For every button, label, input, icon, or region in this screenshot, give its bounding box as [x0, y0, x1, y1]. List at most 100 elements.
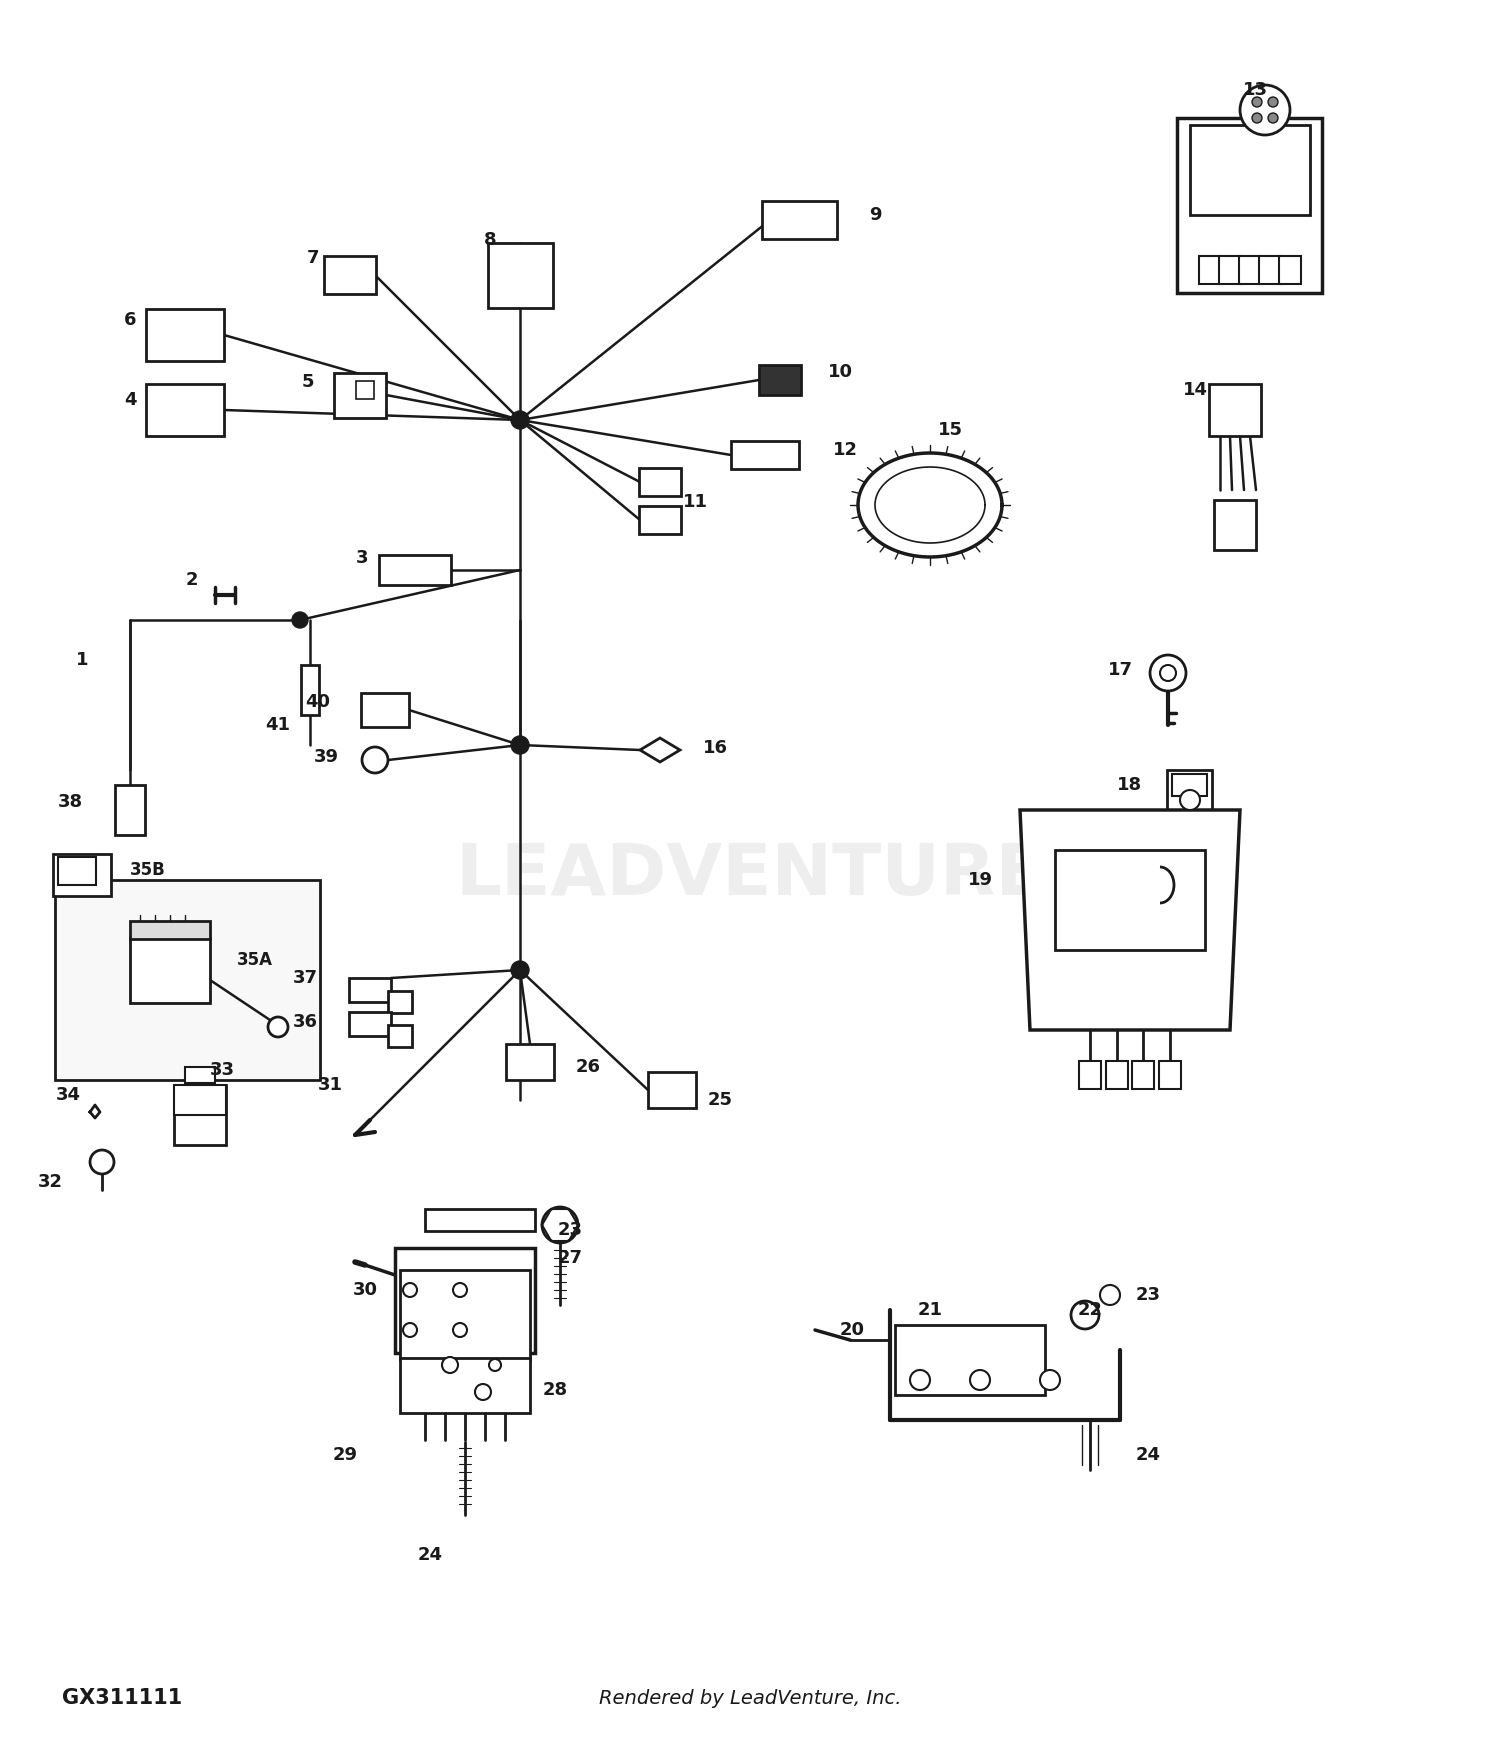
Bar: [350, 978, 392, 1003]
Bar: [1173, 774, 1208, 796]
Circle shape: [292, 612, 308, 628]
Bar: [1167, 770, 1212, 810]
Text: 14: 14: [1182, 382, 1208, 399]
Text: 35A: 35A: [237, 950, 273, 970]
Text: 26: 26: [576, 1059, 600, 1076]
Circle shape: [404, 1323, 417, 1337]
Text: 19: 19: [968, 872, 993, 889]
Text: 33: 33: [210, 1060, 234, 1080]
Text: 29: 29: [333, 1446, 357, 1465]
Circle shape: [542, 1208, 578, 1242]
Bar: [394, 1248, 536, 1353]
Circle shape: [1040, 1370, 1060, 1390]
Text: 20: 20: [840, 1321, 864, 1339]
Bar: [1078, 1060, 1101, 1088]
Text: GX311111: GX311111: [62, 1689, 183, 1708]
Text: 8: 8: [483, 231, 496, 248]
Text: 37: 37: [292, 970, 318, 987]
Circle shape: [453, 1283, 466, 1297]
Circle shape: [512, 411, 530, 429]
Bar: [324, 255, 376, 294]
Text: 21: 21: [918, 1300, 942, 1320]
Text: 16: 16: [702, 738, 727, 758]
Bar: [1209, 383, 1261, 436]
Circle shape: [1268, 114, 1278, 122]
Bar: [362, 693, 410, 726]
Text: 15: 15: [938, 422, 963, 439]
Bar: [400, 1358, 530, 1412]
Bar: [1160, 1060, 1180, 1088]
Bar: [174, 1085, 226, 1144]
Circle shape: [442, 1356, 458, 1374]
Bar: [58, 858, 96, 886]
Text: 3: 3: [356, 550, 369, 567]
Text: 41: 41: [266, 716, 291, 733]
Bar: [506, 1045, 554, 1080]
Circle shape: [1268, 96, 1278, 107]
Text: Rendered by LeadVenture, Inc.: Rendered by LeadVenture, Inc.: [598, 1689, 902, 1708]
Text: 24: 24: [417, 1545, 442, 1564]
Text: 1: 1: [76, 651, 88, 668]
Bar: [896, 1325, 1046, 1395]
Bar: [1132, 1060, 1154, 1088]
Polygon shape: [640, 738, 680, 761]
Text: 40: 40: [306, 693, 330, 710]
Bar: [639, 467, 681, 495]
Bar: [53, 854, 111, 896]
Text: 36: 36: [292, 1013, 318, 1031]
Text: 18: 18: [1118, 775, 1143, 794]
Bar: [400, 1270, 530, 1360]
Bar: [1258, 255, 1281, 284]
Bar: [116, 786, 146, 835]
Circle shape: [90, 1150, 114, 1174]
Text: 11: 11: [682, 493, 708, 511]
Bar: [130, 938, 210, 1003]
Text: 35B: 35B: [130, 861, 166, 878]
Text: 34: 34: [56, 1087, 81, 1104]
Text: 17: 17: [1107, 662, 1132, 679]
Text: 27: 27: [558, 1250, 582, 1267]
Bar: [1178, 117, 1323, 292]
Text: 30: 30: [352, 1281, 378, 1298]
Circle shape: [970, 1370, 990, 1390]
Text: 2: 2: [186, 570, 198, 590]
Circle shape: [1252, 114, 1262, 122]
Circle shape: [1071, 1300, 1100, 1328]
Circle shape: [512, 737, 530, 754]
Bar: [1280, 255, 1300, 284]
Text: 13: 13: [1242, 80, 1268, 100]
Text: 6: 6: [124, 312, 136, 329]
Bar: [1214, 500, 1255, 550]
Text: 32: 32: [38, 1172, 63, 1192]
Bar: [350, 1011, 392, 1036]
Bar: [488, 243, 552, 308]
Circle shape: [268, 1017, 288, 1038]
Bar: [56, 880, 320, 1080]
Bar: [639, 506, 681, 534]
Text: 23: 23: [1136, 1286, 1161, 1304]
Circle shape: [404, 1283, 417, 1297]
Bar: [130, 920, 210, 940]
Circle shape: [1180, 789, 1200, 810]
Bar: [1106, 1060, 1128, 1088]
Bar: [184, 1068, 214, 1083]
Text: 38: 38: [57, 793, 82, 810]
Text: 31: 31: [318, 1076, 342, 1094]
Bar: [146, 383, 224, 436]
Text: 25: 25: [708, 1090, 732, 1110]
Bar: [730, 441, 800, 469]
Text: 23: 23: [558, 1222, 582, 1239]
Bar: [1220, 255, 1240, 284]
Circle shape: [1252, 96, 1262, 107]
Text: 24: 24: [1136, 1446, 1161, 1465]
Circle shape: [1100, 1284, 1120, 1306]
Bar: [388, 1026, 412, 1046]
Text: 5: 5: [302, 373, 315, 390]
Circle shape: [476, 1384, 490, 1400]
Circle shape: [489, 1360, 501, 1370]
Text: 22: 22: [1077, 1300, 1102, 1320]
Circle shape: [1150, 654, 1186, 691]
Bar: [334, 373, 386, 418]
Bar: [1054, 850, 1205, 950]
Text: 10: 10: [828, 362, 852, 382]
